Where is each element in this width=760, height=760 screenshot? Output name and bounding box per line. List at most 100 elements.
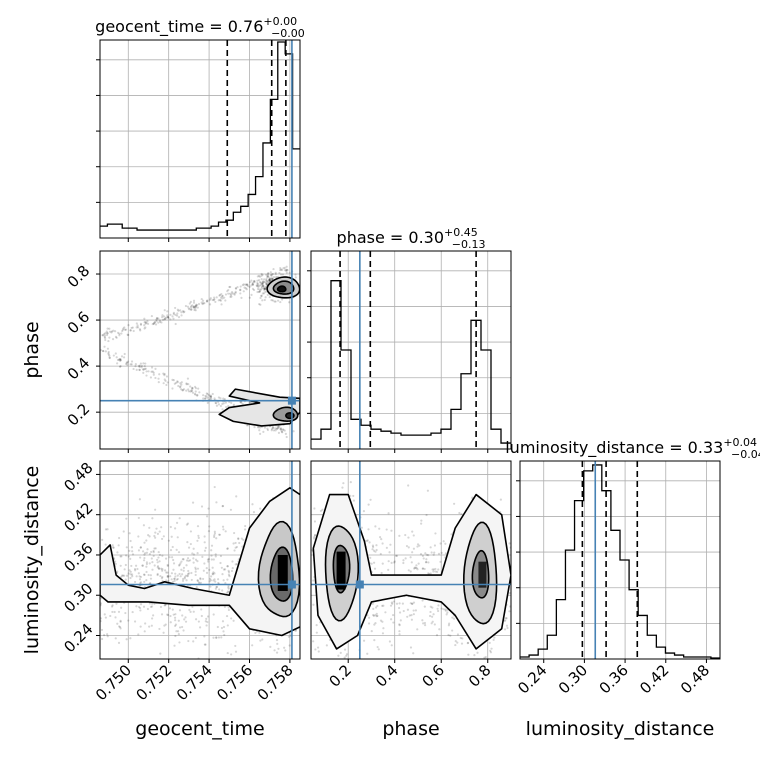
sample-point bbox=[187, 383, 190, 386]
sample-point bbox=[189, 306, 192, 309]
sample-point bbox=[410, 618, 413, 621]
sample-point bbox=[157, 550, 160, 554]
sample-point bbox=[163, 372, 166, 376]
sample-point bbox=[194, 306, 197, 309]
sample-point bbox=[221, 505, 224, 508]
sample-point bbox=[382, 604, 385, 607]
sample-point bbox=[139, 329, 142, 332]
sample-point bbox=[285, 269, 288, 273]
sample-point bbox=[210, 575, 213, 578]
sample-point bbox=[146, 548, 149, 551]
sample-point bbox=[265, 283, 268, 286]
sample-point bbox=[107, 353, 110, 356]
sample-point bbox=[451, 616, 454, 619]
sample-point bbox=[372, 614, 375, 617]
sample-point bbox=[173, 577, 176, 580]
sample-point bbox=[223, 296, 226, 299]
sample-point bbox=[384, 611, 387, 614]
sample-point bbox=[196, 393, 199, 397]
sample-point bbox=[381, 620, 384, 623]
sample-point bbox=[269, 271, 272, 274]
sample-point bbox=[165, 571, 168, 574]
marginal-title-luminosity_distance: luminosity_distance = 0.33+0.04−0.04 bbox=[505, 436, 760, 461]
sample-point bbox=[188, 302, 191, 305]
sample-point bbox=[187, 569, 190, 573]
sample-point bbox=[314, 664, 316, 666]
sample-point bbox=[234, 650, 238, 653]
sample-point bbox=[434, 570, 437, 573]
sample-point bbox=[138, 364, 141, 367]
sample-point bbox=[172, 312, 175, 316]
sample-point bbox=[275, 275, 279, 279]
sample-point bbox=[109, 614, 112, 618]
sample-point bbox=[139, 609, 142, 612]
sample-point bbox=[215, 537, 218, 540]
sample-point bbox=[170, 535, 173, 538]
sample-point bbox=[425, 553, 428, 556]
sample-point bbox=[341, 486, 344, 489]
sample-point bbox=[143, 320, 146, 324]
sample-point bbox=[286, 269, 289, 272]
sample-point bbox=[285, 268, 288, 271]
sample-point bbox=[432, 553, 435, 556]
sample-point bbox=[143, 327, 146, 330]
sample-point bbox=[304, 595, 306, 597]
hist-panel-geocent_time: geocent_time = 0.76+0.00 −0.00 bbox=[95, 15, 305, 242]
sample-point bbox=[242, 538, 245, 541]
sample-point bbox=[134, 365, 137, 368]
sample-point bbox=[116, 362, 119, 365]
sample-point bbox=[123, 328, 127, 331]
sample-point bbox=[101, 349, 105, 353]
sample-point bbox=[215, 585, 218, 589]
sample-point bbox=[388, 551, 391, 554]
sample-point bbox=[189, 610, 192, 613]
sample-point bbox=[175, 521, 179, 524]
sample-point bbox=[260, 285, 263, 288]
sample-point bbox=[222, 568, 226, 571]
sample-point bbox=[246, 285, 250, 288]
sample-point bbox=[106, 327, 109, 330]
sample-point bbox=[117, 610, 121, 613]
sample-point bbox=[234, 291, 237, 295]
sample-point bbox=[189, 308, 193, 311]
sample-point bbox=[179, 562, 182, 565]
scatter-panel-phase-luminosity_distance bbox=[311, 461, 511, 666]
sample-point bbox=[209, 585, 212, 588]
sample-point bbox=[246, 283, 249, 286]
sample-point bbox=[118, 536, 121, 540]
sample-point bbox=[453, 502, 456, 505]
sample-point bbox=[194, 636, 197, 639]
sample-point bbox=[372, 545, 375, 549]
sample-point bbox=[259, 639, 262, 642]
sample-point bbox=[245, 283, 248, 286]
sample-point bbox=[154, 323, 158, 326]
sample-point bbox=[267, 275, 270, 279]
sample-point bbox=[164, 317, 167, 320]
sample-point bbox=[154, 536, 157, 539]
sample-point bbox=[101, 334, 105, 337]
sample-point bbox=[265, 280, 269, 283]
sample-point bbox=[267, 279, 270, 282]
sample-point bbox=[505, 624, 509, 627]
sample-point bbox=[236, 285, 239, 289]
xtick-label-phase: 0.4 bbox=[372, 661, 402, 691]
sample-point bbox=[456, 633, 460, 636]
sample-point bbox=[388, 640, 391, 643]
sample-point bbox=[149, 574, 152, 577]
xtick-label-luminosity_distance: 0.24 bbox=[514, 661, 550, 697]
sample-point bbox=[349, 494, 352, 497]
sample-point bbox=[317, 650, 320, 653]
sample-point bbox=[226, 565, 229, 568]
sample-point bbox=[137, 364, 140, 368]
sample-point bbox=[461, 637, 464, 640]
sample-point bbox=[239, 292, 242, 295]
sample-point bbox=[194, 618, 198, 621]
sample-point bbox=[163, 318, 166, 321]
sample-point bbox=[142, 524, 145, 527]
sample-point bbox=[221, 525, 225, 528]
sample-point bbox=[373, 567, 377, 570]
sample-point bbox=[234, 546, 237, 549]
sample-point bbox=[257, 426, 260, 429]
sample-point bbox=[135, 322, 138, 325]
sample-point bbox=[458, 511, 461, 515]
